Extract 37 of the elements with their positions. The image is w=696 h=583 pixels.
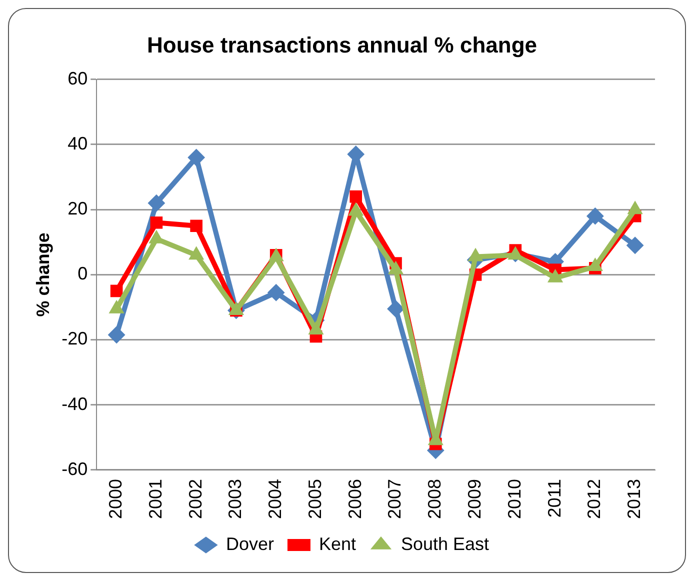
y-tick-label: 60: [68, 68, 88, 88]
y-tick-label: 20: [68, 198, 88, 219]
x-tick-label: 2004: [265, 478, 286, 520]
point: [188, 149, 205, 166]
legend-label: South East: [400, 534, 490, 554]
y-tick-label: -60: [62, 458, 88, 479]
x-tick-label: 2012: [584, 478, 604, 520]
point: [190, 220, 202, 232]
x-tick-label: 2001: [145, 478, 166, 520]
y-tick-label: -20: [62, 328, 88, 349]
y-tick-label: 40: [68, 133, 88, 154]
point: [110, 284, 123, 298]
point: [150, 216, 163, 229]
y-tick-label: 0: [78, 264, 88, 284]
point: [626, 236, 644, 254]
x-tick-label: 2003: [225, 478, 246, 520]
point: [268, 284, 285, 302]
point: [586, 208, 604, 225]
x-tick-label: 2006: [344, 478, 365, 520]
x-tick-label: 2008: [424, 478, 445, 520]
legend-label: Dover: [226, 534, 274, 554]
point: [148, 194, 165, 212]
legend-label: Kent: [318, 534, 356, 554]
x-tick-label: 2000: [106, 478, 126, 520]
y-axis-title: % change: [32, 232, 53, 317]
x-tick-label: 2013: [624, 478, 644, 520]
x-tick-label: 2002: [185, 478, 206, 520]
y-tick-label: -40: [62, 394, 88, 414]
x-tick-label: 2007: [384, 478, 405, 520]
point: [387, 300, 404, 318]
x-tick-label: 2005: [304, 478, 325, 520]
x-tick-label: 2009: [464, 478, 484, 520]
point: [108, 326, 126, 344]
chart-title: House transactions annual % change: [147, 32, 537, 58]
x-tick-label: 2011: [544, 478, 564, 518]
x-tick-label: 2010: [504, 478, 524, 520]
point: [350, 190, 362, 203]
